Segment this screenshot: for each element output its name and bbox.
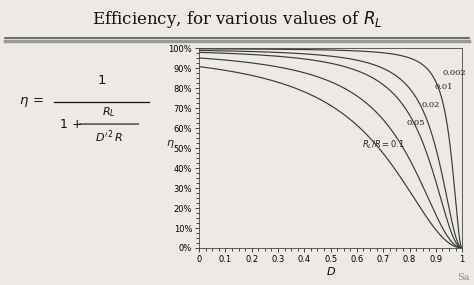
Text: $R_L/R = 0.1$: $R_L/R = 0.1$	[362, 139, 405, 151]
Text: 0.05: 0.05	[407, 119, 425, 127]
Text: $R_L$: $R_L$	[102, 105, 116, 119]
Text: $D^{\prime\,2}\,R$: $D^{\prime\,2}\,R$	[95, 129, 123, 146]
Text: $\eta\,=$: $\eta\,=$	[19, 95, 44, 109]
Text: 0.02: 0.02	[421, 101, 440, 109]
X-axis label: $D$: $D$	[326, 265, 336, 277]
Text: 0.002: 0.002	[442, 69, 466, 78]
Text: Sa: Sa	[457, 273, 469, 282]
Text: $\eta$: $\eta$	[166, 138, 175, 150]
Text: $1$: $1$	[97, 74, 107, 87]
Text: $1\,+$: $1\,+$	[59, 117, 82, 131]
Text: Efficiency, for various values of $R_L$: Efficiency, for various values of $R_L$	[92, 9, 382, 30]
Text: 0.01: 0.01	[435, 83, 453, 91]
